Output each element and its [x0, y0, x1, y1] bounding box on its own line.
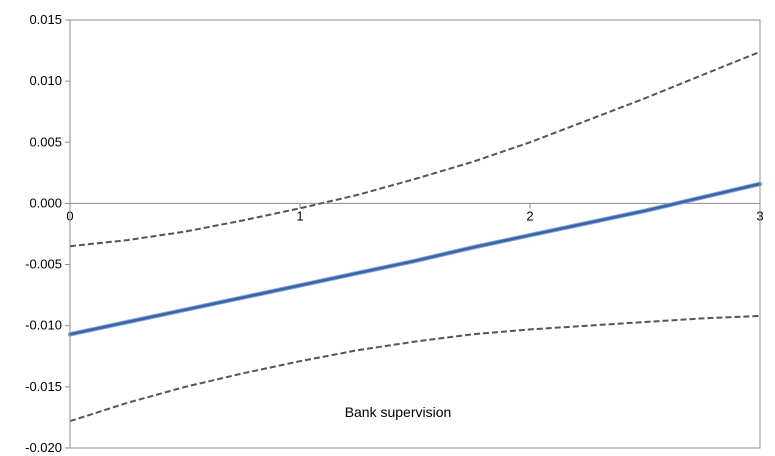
lower-bound-line: [69, 314, 761, 423]
y-tick-label: -0.020: [25, 440, 62, 455]
y-tick-label: 0.015: [29, 12, 62, 27]
y-tick-label: 0.010: [29, 73, 62, 88]
x-tick-label: 2: [526, 208, 533, 223]
upper-bound-line: [69, 50, 761, 248]
y-tick-label: 0.005: [29, 134, 62, 149]
annotation: Bank supervision: [345, 404, 452, 420]
x-tick-label: 1: [296, 208, 303, 223]
y-tick-label: -0.015: [25, 379, 62, 394]
series-group: [67, 50, 763, 423]
y-tick-label: -0.005: [25, 257, 62, 272]
y-axis: 0.015 0.010 0.005 0.000 -0.005 -0.010 -0.015 -0…: [25, 12, 70, 455]
plot-frame: [69, 19, 761, 449]
estimate-line: [69, 182, 761, 336]
y-tick-label: 0.000: [29, 195, 62, 210]
y-tick-label: -0.010: [25, 318, 62, 333]
